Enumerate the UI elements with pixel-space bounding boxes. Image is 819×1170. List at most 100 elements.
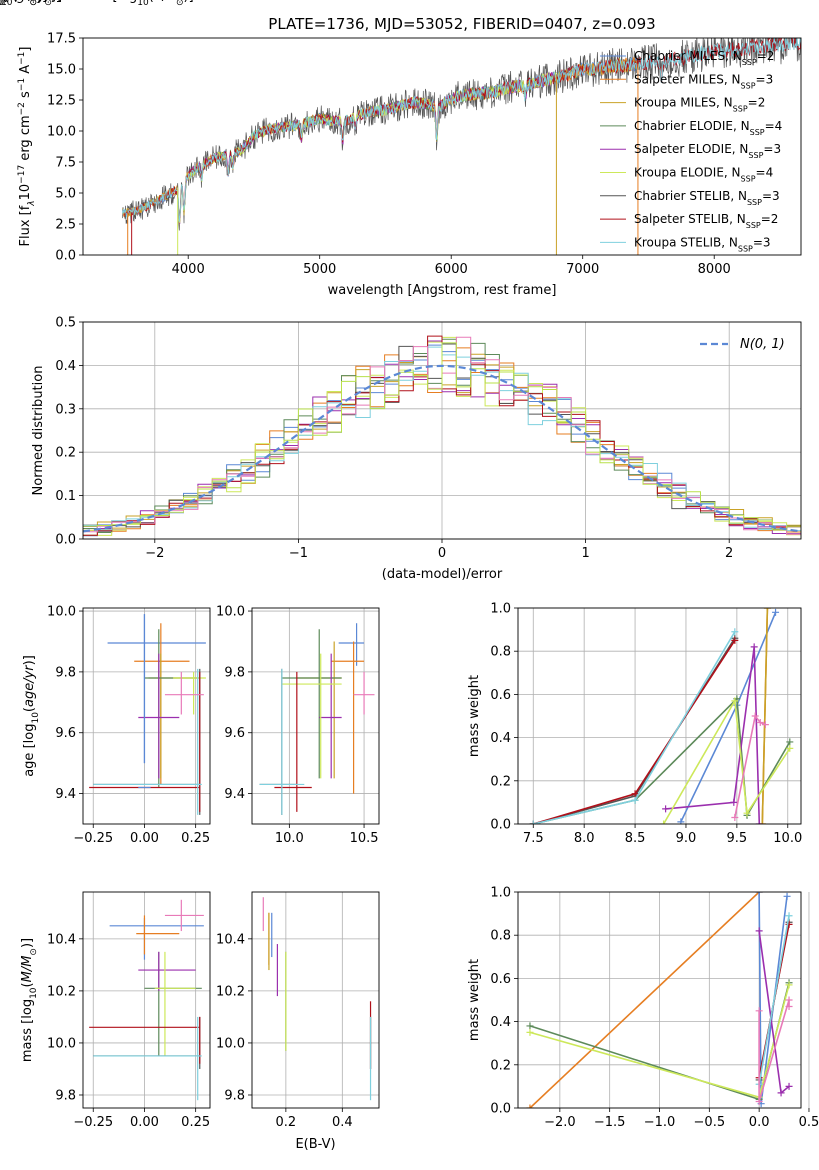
spectrum-line-kroupa_elodie	[174, 71, 557, 224]
residuals-frame	[82, 321, 802, 540]
x-tick-label: 0.5	[799, 1115, 819, 1130]
legend-sub: SSP	[742, 58, 757, 67]
y-tick-label: 0.1	[55, 489, 76, 504]
weight-point	[785, 1002, 793, 1010]
weight-point	[785, 996, 793, 1004]
weight-point	[786, 744, 794, 752]
age_vs_mass-plot	[259, 623, 375, 815]
x-tick-label: −1.0	[644, 1115, 676, 1130]
label-part: )]	[22, 655, 37, 665]
y-tick-label: 0.2	[55, 446, 76, 461]
label-part: 10	[0, 0, 2, 8]
y-tick-label: 10.0	[47, 1036, 76, 1051]
y-tick-label: 10.0	[216, 605, 245, 620]
label-part: 10	[29, 987, 39, 999]
legend-label: N(0, 1)	[740, 337, 785, 352]
weight-point	[526, 1022, 534, 1030]
label-part: )]	[184, 0, 194, 4]
y-tick-label: 0.0	[490, 1102, 511, 1117]
x-tick-label: 0	[438, 546, 446, 561]
x-tick-label: 9.0	[676, 831, 697, 846]
y-tick-label: 9.6	[55, 726, 76, 741]
legend-label: Kroupa MILES, NSSP=2	[634, 96, 765, 114]
label-part: s	[18, 91, 33, 102]
label-part: age/yr	[22, 664, 37, 707]
weight-point	[631, 790, 639, 798]
mass_vs_z-plot	[89, 899, 204, 1101]
x-axis-label: age [log10(age/yr)]	[0, 0, 61, 8]
y-axis-label: age [log10(age/yr)]	[22, 655, 41, 777]
label-part: −17	[17, 165, 27, 184]
mass_vs_ebv-frame	[251, 891, 380, 1109]
weight-line-salpeter_elodie	[758, 930, 790, 1095]
label-part: )]	[37, 0, 47, 4]
weight-point	[756, 718, 764, 726]
x-tick-label: 10.5	[350, 831, 379, 846]
legend-sub: SSP	[741, 174, 756, 183]
y-tick-label: 2.5	[55, 218, 76, 233]
legend-n: =4	[765, 119, 783, 133]
y-tick-label: 0.4	[490, 731, 511, 746]
x-tick-label: 1	[581, 546, 589, 561]
x-tick-label: −0.25	[73, 1115, 113, 1130]
y-tick-label: 10.4	[216, 932, 245, 947]
y-tick-label: 0.8	[490, 929, 511, 944]
y-tick-label: 10.0	[47, 605, 76, 620]
residuals-plot	[83, 335, 801, 538]
legend-sub: SSP	[746, 221, 761, 230]
y-axis-label: mass weight	[467, 959, 482, 1041]
weight-point	[785, 981, 793, 989]
legend-sub: SSP	[738, 244, 753, 253]
y-tick-label: 9.8	[55, 665, 76, 680]
x-tick-label: −0.25	[73, 831, 113, 846]
gaussian-curve	[83, 364, 801, 533]
label-part: (	[20, 982, 35, 987]
y-tick-label: 9.8	[224, 665, 245, 680]
x-tick-label: 7000	[566, 262, 599, 277]
mass_vs_ebv-axes: 0.2 0.4 9.8 10.0 10.2 10.4	[216, 892, 379, 1130]
age_vs_z-axes: −0.25 0.00 0.25 9.4 9.6 9.8 10.0	[47, 605, 210, 846]
weight-line-kroupa_elodie	[662, 698, 791, 824]
legend-text: Salpeter ELODIE, N	[634, 142, 748, 156]
x-tick-label: 6000	[435, 262, 468, 277]
y-tick-label: 15.0	[47, 63, 76, 78]
label-part: −2	[17, 102, 27, 115]
label-part: mass [log	[20, 999, 35, 1062]
y-tick-label: 0.2	[490, 774, 511, 789]
y-tick-label: 10.0	[216, 1036, 245, 1051]
label-part: M/M	[18, 0, 45, 4]
x-tick-label: 10.0	[773, 831, 802, 846]
weight-point	[526, 1104, 534, 1108]
label-part: Flux [f	[18, 205, 33, 246]
y-tick-label: 0.0	[490, 818, 511, 833]
weight-point	[755, 892, 763, 896]
legend-label: Kroupa STELIB, NSSP=3	[634, 235, 771, 253]
x-axis-label: mass [log10(M/M⊙)]	[0, 0, 62, 8]
label-part: ⊙	[44, 0, 52, 8]
weight_vs_age-axes: 7.5 8.0 8.5 9.0 9.5 10.0 0.0 0.2 0.4 0.6 0.8 1.0	[490, 602, 802, 847]
y-tick-label: 0.4	[55, 359, 76, 374]
x-axis-label: Z [log10(Z/Z⊙)]	[0, 0, 47, 8]
x-tick-label: 2	[725, 546, 733, 561]
x-tick-label: 0.00	[130, 831, 159, 846]
label-part: ]	[18, 47, 33, 52]
label-part: mass [log	[0, 0, 1, 4]
label-part: age/yr	[9, 0, 52, 4]
label-part: 10	[0, 0, 2, 8]
weight-line-kroupa_stelib	[758, 915, 790, 1085]
weight-point	[731, 814, 739, 822]
label-part: Z/Z	[6, 0, 30, 4]
x-tick-label: 4000	[172, 262, 205, 277]
age_vs_mass-axes: 10.0 10.5 9.4 9.6 9.8 10.0	[216, 605, 379, 846]
weight-point	[677, 818, 685, 824]
spectrum-axes: 4000 5000 6000 7000 8000 0.0 2.5 5.0 7.5 10.0 12.5…	[47, 32, 731, 278]
label-part: 10	[137, 0, 149, 8]
weight-line-chabrier_miles	[758, 892, 788, 1104]
label-part: 10	[0, 0, 4, 8]
x-axis-label: Z [log10(Z/Z⊙)]	[0, 0, 47, 8]
x-tick-label: 9.5	[727, 831, 748, 846]
y-tick-label: 9.8	[224, 1088, 245, 1103]
y-tick-label: 0.3	[55, 402, 76, 417]
weight-point	[750, 643, 758, 651]
